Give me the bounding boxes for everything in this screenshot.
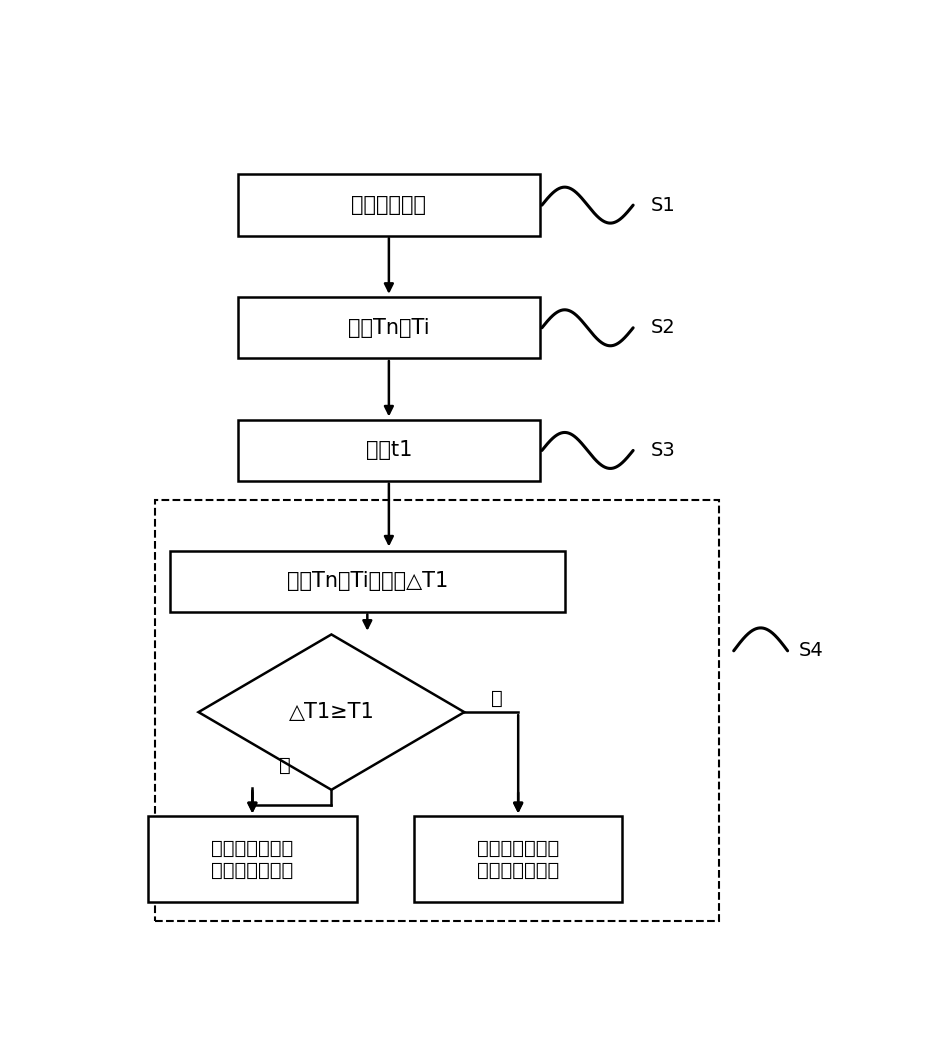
Bar	[156, 499, 719, 921]
Bar	[170, 550, 565, 612]
Text: 否: 否	[490, 689, 502, 707]
Text: 运行t1: 运行t1	[365, 441, 413, 461]
Bar	[238, 297, 540, 359]
Text: S4: S4	[798, 641, 823, 661]
Text: △T1≥T1: △T1≥T1	[288, 702, 375, 722]
Polygon shape	[198, 634, 464, 790]
Bar	[238, 174, 540, 236]
Text: S3: S3	[651, 441, 676, 460]
Text: 检测Tn与Ti: 检测Tn与Ti	[348, 318, 430, 338]
Bar	[148, 817, 357, 903]
Bar	[238, 419, 540, 481]
Text: 是: 是	[279, 756, 290, 775]
Text: 四通阀换向正常
，空调正常运行: 四通阀换向正常 ，空调正常运行	[477, 839, 559, 879]
Text: 制热模式开启: 制热模式开启	[351, 195, 426, 216]
Text: 计算Tn与Ti的差值△T1: 计算Tn与Ti的差值△T1	[286, 571, 448, 592]
Text: S2: S2	[651, 319, 676, 338]
Bar	[414, 817, 622, 903]
Text: S1: S1	[651, 195, 676, 215]
Text: 四通阀换向异常
并进行保护程序: 四通阀换向异常 并进行保护程序	[211, 839, 294, 879]
